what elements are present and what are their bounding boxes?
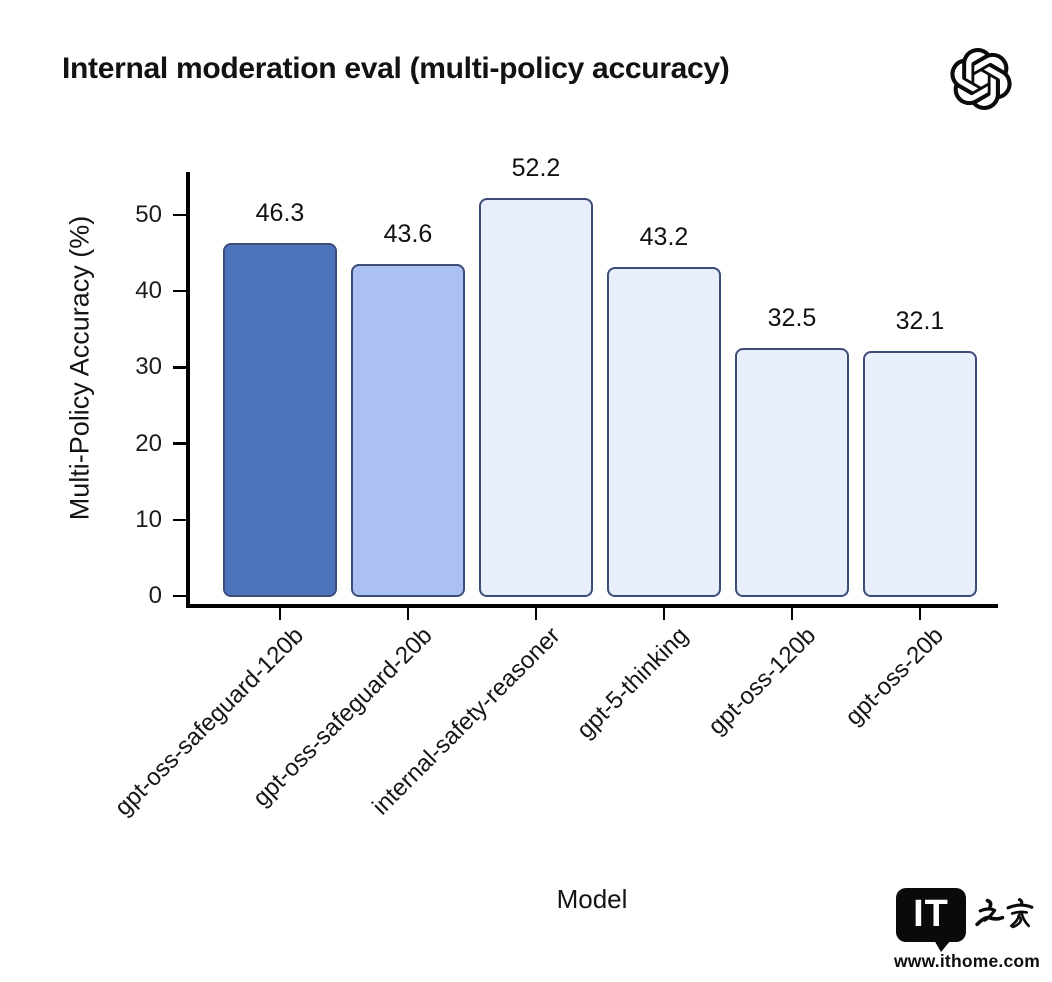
bar-gpt-oss-safeguard-20b (351, 263, 465, 597)
ithome-bubble-icon (896, 888, 966, 942)
bar-gpt-oss-120b (735, 348, 849, 597)
x-axis-title: Model (556, 884, 628, 914)
y-tick-label: 20 (135, 429, 162, 457)
x-tick-mark (278, 608, 282, 620)
x-tick-mark (918, 608, 922, 620)
openai-logo-icon (950, 48, 1012, 110)
x-tick-mark (790, 608, 794, 620)
bar-value-label: 43.6 (383, 219, 433, 248)
bar-gpt-5-thinking (607, 266, 721, 597)
y-tick-mark (173, 289, 186, 293)
ithome-bubble-tail (934, 940, 951, 952)
bar-value-label: 46.3 (255, 199, 305, 228)
y-tick-mark (173, 518, 186, 522)
y-tick-label: 40 (135, 277, 162, 305)
bar-gpt-oss-20b (863, 351, 977, 597)
y-tick-mark (173, 213, 186, 217)
y-tick-label: 10 (135, 505, 162, 533)
x-tick-mark (662, 608, 666, 620)
y-tick-label: 0 (148, 582, 162, 609)
x-tick-label: gpt-5-thinking (571, 622, 694, 744)
y-axis-title: Multi-Policy Accuracy (%) (64, 215, 95, 521)
bar-gpt-oss-safeguard-120b (223, 243, 337, 597)
ithome-it-label: IT (913, 893, 949, 935)
x-tick-label: gpt-oss-20b (840, 622, 950, 731)
x-tick-mark (406, 608, 410, 620)
y-tick-mark (173, 442, 186, 445)
bar-value-label: 32.5 (767, 304, 817, 333)
y-tick-label: 30 (135, 353, 162, 381)
ithome-watermark: IT www.ithome.com (890, 878, 1042, 978)
bar-value-label: 43.2 (639, 222, 689, 251)
ithome-zhijia-icon (974, 884, 1036, 942)
ithome-url: www.ithome.com (894, 951, 1041, 971)
bar-internal-safety-reasoner (479, 198, 593, 597)
chart-title: Internal moderation eval (multi-policy a… (62, 52, 730, 85)
bar-value-label: 32.1 (895, 307, 945, 336)
y-tick-mark (173, 594, 186, 598)
y-tick-mark (173, 366, 186, 369)
x-tick-label: gpt-oss-120b (702, 622, 822, 741)
bar-value-label: 52.2 (511, 154, 561, 183)
x-axis-line (186, 604, 998, 608)
y-axis-line (186, 172, 190, 608)
x-tick-mark (534, 608, 538, 620)
y-tick-label: 50 (135, 201, 162, 228)
